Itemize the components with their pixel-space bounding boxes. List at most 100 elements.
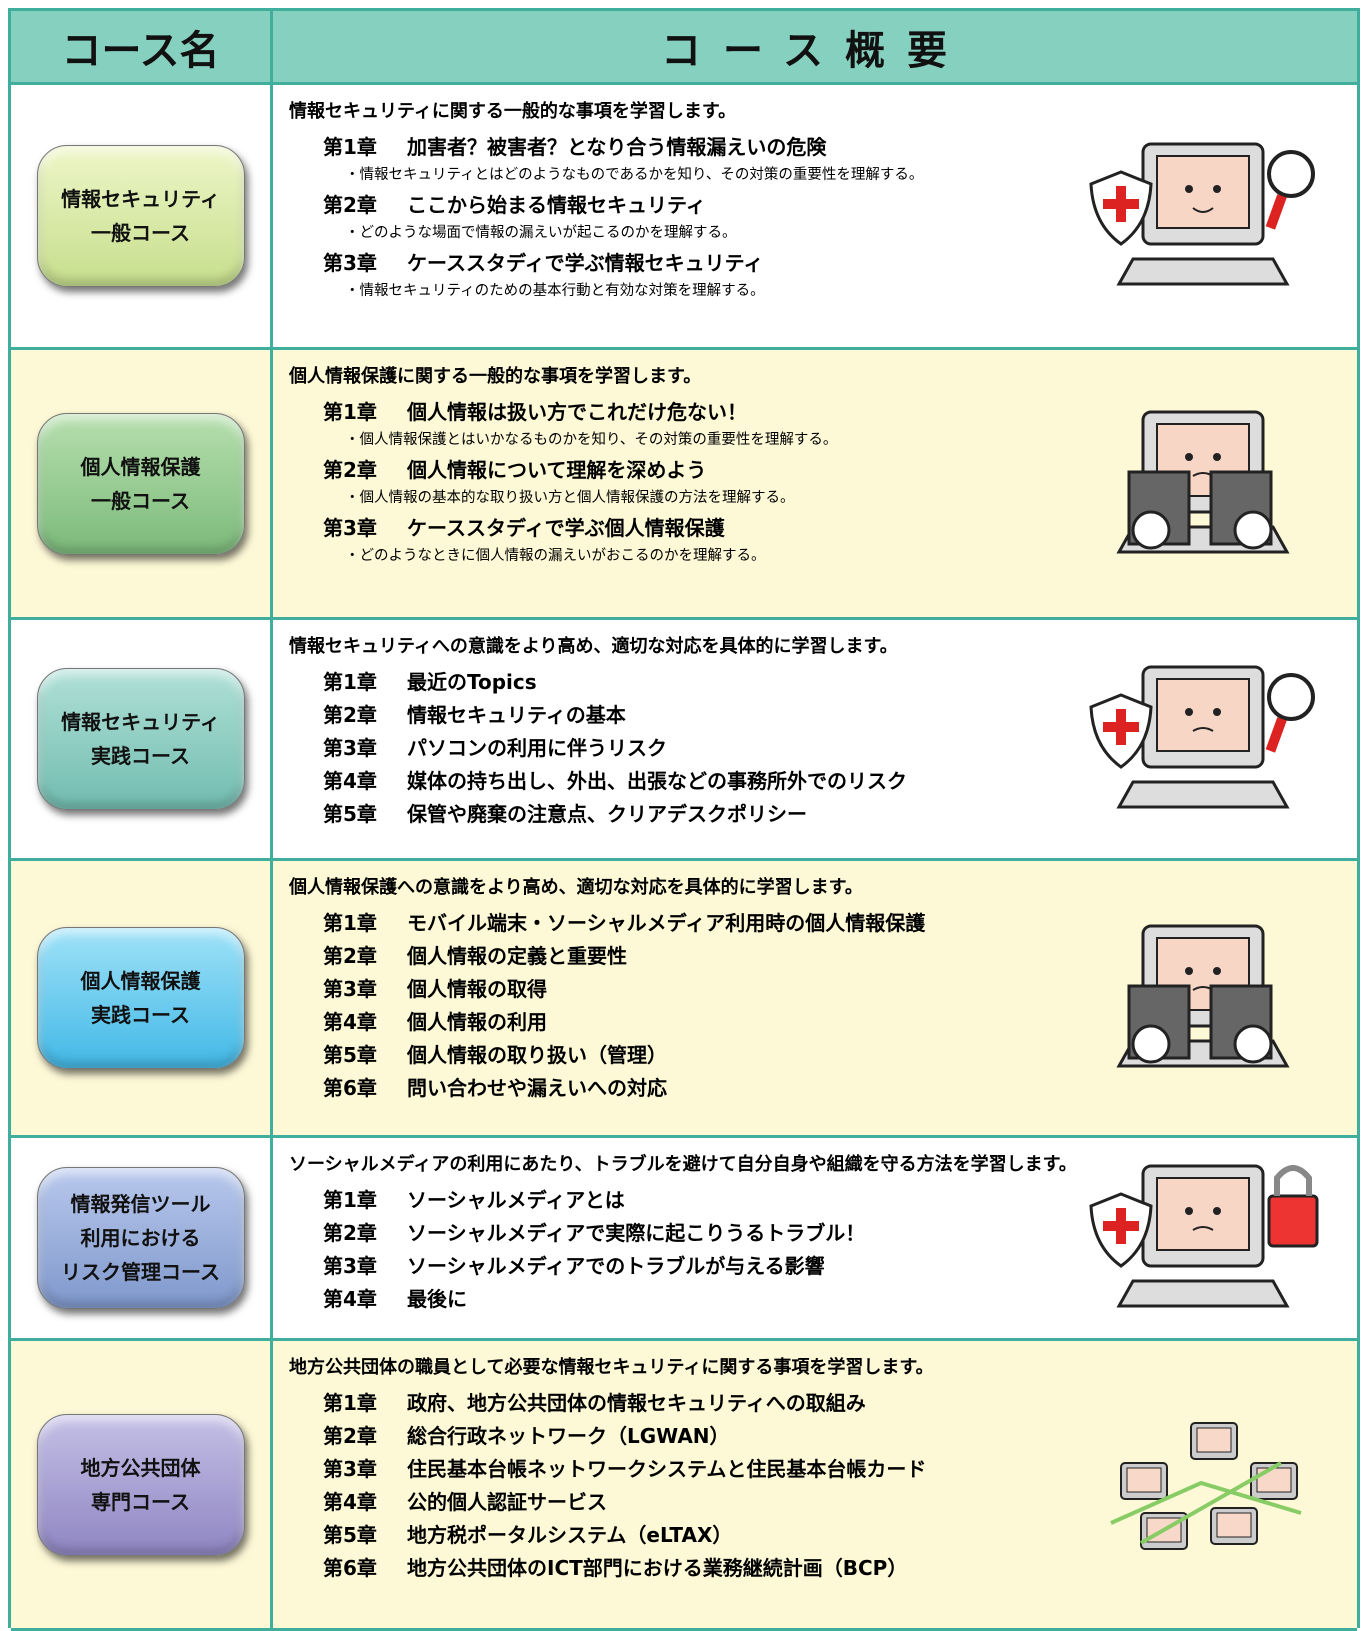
chapter-title: パソコンの利用に伴うリスク xyxy=(407,736,667,760)
chapter: 第1章 加害者？被害者？となり合う情報漏えいの危険 xyxy=(323,131,1357,164)
chapter-number: 第1章 xyxy=(323,400,377,424)
course-name-line: 実践コース xyxy=(91,744,190,768)
chapter-number: 第6章 xyxy=(323,1076,377,1100)
course-table: コース名 コース概要 情報セキュリティ 一般コース 情報セキュリティに関する一般的な… xyxy=(8,8,1360,1631)
chapter: 第3章 個人情報の取得 xyxy=(323,973,1357,1006)
course-intro: ソーシャルメディアの利用にあたり、トラブルを避けて自分自身や組織を守る方法を学習… xyxy=(289,1154,1077,1175)
course-name-line: 実践コース xyxy=(91,1003,190,1027)
chapter: 第1章 個人情報は扱い方でこれだけ危ない！ xyxy=(323,396,1357,429)
chapter: 第2章 ソーシャルメディアで実際に起こりうるトラブル！ xyxy=(323,1217,1357,1250)
chapter-title: 情報セキュリティの基本 xyxy=(407,703,626,727)
overview-cell: 個人情報保護への意識をより高め、適切な対応を具体的に学習します。第1章 モバイル端… xyxy=(273,861,1357,1135)
chapter: 第3章 住民基本台帳ネットワークシステムと住民基本台帳カード xyxy=(323,1453,1357,1486)
course-name-cell: 情報発信ツール 利用における リスク管理コース xyxy=(11,1138,273,1338)
illustration xyxy=(1089,142,1315,286)
chapter-title: 媒体の持ち出し、外出、出張などの事務所外でのリスク xyxy=(407,769,907,793)
header-row: コース名 コース概要 xyxy=(11,11,1357,85)
course-name-cell: 情報セキュリティ 実践コース xyxy=(11,620,273,858)
chapter-title: 個人情報は扱い方でこれだけ危ない！ xyxy=(407,400,747,424)
chapter: 第2章 情報セキュリティの基本 xyxy=(323,699,1357,732)
overview-cell: 地方公共団体の職員として必要な情報セキュリティに関する事項を学習します。第1章 政… xyxy=(273,1341,1357,1628)
illustration-box xyxy=(1081,916,1321,1080)
course-name-line: 地方公共団体 xyxy=(80,1455,201,1480)
course-name-line: 個人情報保護 xyxy=(80,454,201,479)
course-intro: 情報セキュリティに関する一般的な事項を学習します。 xyxy=(289,101,737,122)
chapter-title: ソーシャルメディアでのトラブルが与える影響 xyxy=(407,1254,825,1278)
chapter-title: 最近のTopics xyxy=(407,670,537,694)
course-button: 情報セキュリティ 実践コース xyxy=(36,668,245,810)
course-name-cell: 地方公共団体 専門コース xyxy=(11,1341,273,1628)
chapter-title: 個人情報の取得 xyxy=(407,977,547,1001)
course-name-line: 情報セキュリティ xyxy=(61,710,220,734)
chapter: 第6章 地方公共団体のICT部門における業務継続計画（BCP） xyxy=(323,1552,1357,1585)
chapter-number: 第3章 xyxy=(323,1457,377,1481)
chapter: 第5章 個人情報の取り扱い（管理） xyxy=(323,1039,1357,1072)
illustration-box xyxy=(1081,134,1321,298)
course-button: 情報発信ツール 利用における リスク管理コース xyxy=(36,1167,245,1309)
course-row: 個人情報保護 一般コース 個人情報保護に関する一般的な事項を学習します。 第1章 個人情… xyxy=(11,350,1357,620)
chapter: 第1章 政府、地方公共団体の情報セキュリティへの取組み xyxy=(323,1387,1357,1420)
chapter-note: ・情報セキュリティのための基本行動と有効な対策を理解する。 xyxy=(345,283,765,299)
course-intro: 個人情報保護への意識をより高め、適切な対応を具体的に学習します。 xyxy=(289,877,863,898)
course-row: 個人情報保護 実践コース 個人情報保護への意識をより高め、適切な対応を具体的に学習し… xyxy=(11,861,1357,1138)
chapter-number: 第3章 xyxy=(323,977,377,1001)
chapter-title: 地方公共団体のICT部門における業務継続計画（BCP） xyxy=(407,1556,908,1580)
course-button: 個人情報保護 一般コース xyxy=(36,412,245,555)
chapter-title: ケーススタディで学ぶ情報セキュリティ xyxy=(407,251,764,275)
chapter: 第3章 ケーススタディで学ぶ情報セキュリティ xyxy=(323,247,1357,280)
illustration-box xyxy=(1081,1156,1321,1320)
course-name-line: 情報発信ツール xyxy=(70,1192,211,1216)
chapter-title: 個人情報の取り扱い（管理） xyxy=(407,1043,667,1067)
chapter-number: 第1章 xyxy=(323,135,377,159)
chapter-title: ケーススタディで学ぶ個人情報保護 xyxy=(407,516,725,540)
chapter-title: ここから始まる情報セキュリティ xyxy=(407,193,706,217)
chapter: 第2章 個人情報の定義と重要性 xyxy=(323,940,1357,973)
illustration xyxy=(1089,1164,1319,1308)
chapter-number: 第1章 xyxy=(323,911,377,935)
course-name-line: 専門コース xyxy=(91,1489,190,1514)
chapter-number: 第4章 xyxy=(323,1287,377,1311)
chapter: 第1章 最近のTopics xyxy=(323,666,1357,699)
course-intro: 個人情報保護に関する一般的な事項を学習します。 xyxy=(289,366,702,387)
chapter-title: ソーシャルメディアとは xyxy=(407,1188,625,1212)
chapter: 第1章 モバイル端末・ソーシャルメディア利用時の個人情報保護 xyxy=(323,907,1357,940)
chapter-number: 第1章 xyxy=(323,1188,377,1212)
chapter-note: ・どのような場面で情報の漏えいが起こるのかを理解する。 xyxy=(345,225,737,241)
course-row: 情報セキュリティ 一般コース 情報セキュリティに関する一般的な事項を学習します。第1… xyxy=(11,85,1357,350)
chapter-number: 第6章 xyxy=(323,1556,377,1580)
chapter-title: 地方税ポータルシステム（eLTAX） xyxy=(407,1523,733,1547)
course-name-cell: 情報セキュリティ 一般コース xyxy=(11,85,273,347)
illustration xyxy=(1116,410,1290,553)
illustration-box xyxy=(1081,1403,1321,1567)
chapter-note: ・どのようなときに個人情報の漏えいがおこるのかを理解する。 xyxy=(345,548,766,564)
course-name-cell: 個人情報保護 実践コース xyxy=(11,861,273,1135)
course-name-cell: 個人情報保護 一般コース xyxy=(11,350,273,617)
chapter-number: 第3章 xyxy=(323,1254,377,1278)
chapter: 第3章 ソーシャルメディアでのトラブルが与える影響 xyxy=(323,1250,1357,1283)
illustration-box xyxy=(1081,657,1321,821)
course-button: 地方公共団体 専門コース xyxy=(36,1413,245,1556)
overview-cell: 情報セキュリティに関する一般的な事項を学習します。第1章 加害者？被害者？となり合… xyxy=(273,85,1357,347)
chapter-number: 第5章 xyxy=(323,802,377,826)
course-name-line: 情報セキュリティ xyxy=(61,187,220,211)
illustration xyxy=(1089,665,1315,809)
chapter-title: モバイル端末・ソーシャルメディア利用時の個人情報保護 xyxy=(407,911,926,935)
chapter-number: 第5章 xyxy=(323,1043,377,1067)
chapter-title: 個人情報の利用 xyxy=(407,1010,547,1034)
illustration xyxy=(1116,924,1290,1068)
course-name-line: リスク管理コース xyxy=(61,1260,220,1284)
course-intro: 情報セキュリティへの意識をより高め、適切な対応を具体的に学習します。 xyxy=(289,636,898,657)
chapter: 第5章 保管や廃棄の注意点、クリアデスクポリシー xyxy=(323,798,1357,831)
chapter-number: 第5章 xyxy=(323,1523,377,1547)
chapter-title: 個人情報の定義と重要性 xyxy=(407,944,627,968)
chapter: 第2章 総合行政ネットワーク（LGWAN） xyxy=(323,1420,1357,1453)
chapter-number: 第4章 xyxy=(323,1010,377,1034)
course-intro: 地方公共団体の職員として必要な情報セキュリティに関する事項を学習します。 xyxy=(289,1357,934,1378)
course-row: 情報発信ツール 利用における リスク管理コース ソーシャルメディアの利用にあたり、トラ… xyxy=(11,1138,1357,1341)
chapter: 第2章 ここから始まる情報セキュリティ xyxy=(323,189,1357,222)
chapter-title: 保管や廃棄の注意点、クリアデスクポリシー xyxy=(407,802,807,826)
rows: 情報セキュリティ 一般コース 情報セキュリティに関する一般的な事項を学習します。第1… xyxy=(11,85,1357,1631)
chapter-number: 第4章 xyxy=(323,769,377,793)
chapter: 第3章 ケーススタディで学ぶ個人情報保護 xyxy=(323,512,1357,545)
chapter: 第4章 公的個人認証サービス xyxy=(323,1486,1357,1519)
